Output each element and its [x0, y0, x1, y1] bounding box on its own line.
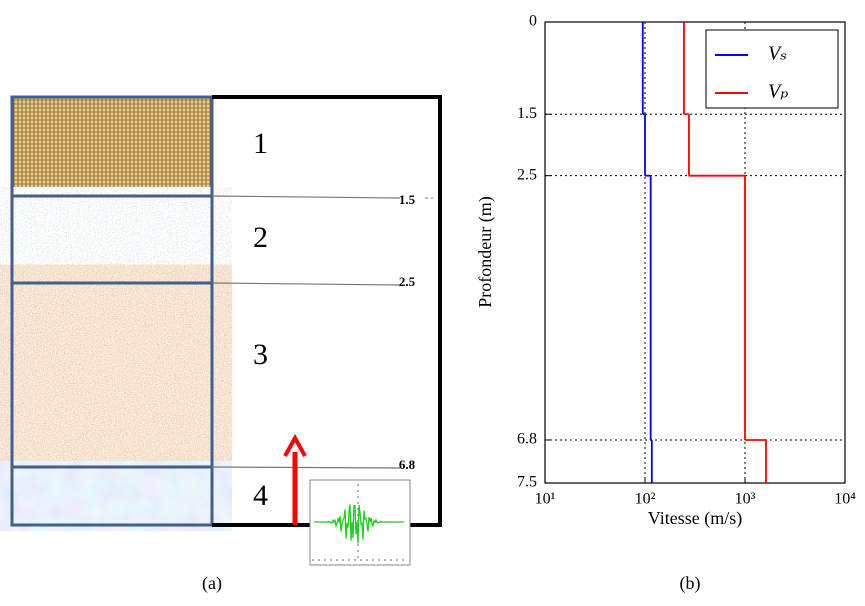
soil-column: 1 2 3 4 1.5 2.5 6.8 — [10, 95, 442, 566]
caption: (a) — [202, 573, 222, 594]
layer-texture — [12, 97, 212, 196]
legend-label: Vₚ — [768, 81, 788, 103]
layer-label: 1 — [253, 127, 268, 160]
y-tick-label: 6.8 — [517, 431, 537, 448]
plot-frame — [544, 21, 846, 484]
caption: (b) — [680, 573, 701, 594]
y-tick-label: 0 — [529, 13, 537, 30]
x-tick-label: 10³ — [735, 491, 756, 508]
y-tick-label: 7.5 — [517, 474, 537, 491]
legend-box — [705, 29, 839, 109]
layer-label: 4 — [253, 479, 268, 512]
layer-label: 3 — [253, 338, 268, 371]
layer-label: 2 — [253, 221, 268, 254]
x-tick-label: 10² — [635, 491, 656, 508]
x-tick-label: 10¹ — [535, 491, 556, 508]
layer-texture — [12, 196, 212, 283]
interface-label: 2.5 — [399, 274, 416, 289]
x-axis-label: Vitesse (m/s) — [648, 508, 742, 529]
interface-label: 6.8 — [399, 457, 416, 472]
legend-label: Vₛ — [768, 43, 787, 65]
y-axis-label: Profondeur (m) — [475, 196, 496, 307]
seismogram-trace — [314, 504, 404, 544]
layer-texture — [12, 283, 212, 467]
interface-label: 1.5 — [399, 192, 416, 207]
y-tick-label: 1.5 — [517, 105, 537, 122]
x-tick-label: 10⁴ — [834, 491, 856, 508]
y-tick-label: 2.5 — [517, 166, 537, 183]
layer-texture — [12, 467, 212, 525]
